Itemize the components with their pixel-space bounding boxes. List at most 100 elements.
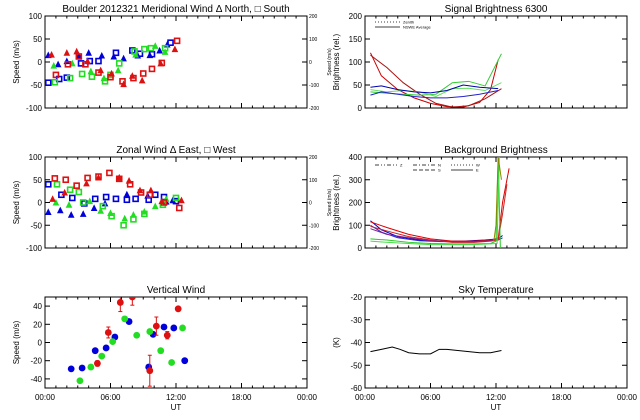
data-point-square [175, 204, 183, 212]
data-point [170, 324, 178, 332]
data-point [121, 315, 129, 323]
data-point-square [45, 79, 52, 86]
y-tick-label: 100 [349, 221, 363, 230]
data-point [116, 299, 124, 306]
y-axis-label: Brightness (rel.) [332, 33, 341, 90]
series-line-olive [493, 157, 502, 242]
data-point-square [173, 37, 181, 45]
series-line-blue-1 [370, 84, 499, 94]
data-point-square [160, 199, 168, 206]
data-point-triangle [54, 60, 62, 68]
chart-title: Vertical Wind [147, 285, 205, 296]
data-point-square [108, 212, 115, 220]
y-tick-label: -100 [26, 104, 43, 113]
y-right-tick-label: 0 [309, 60, 312, 66]
x-tick-label: 18:00 [551, 393, 572, 402]
legend-label: Zenith [403, 20, 414, 25]
y-tick-label: 150 [349, 35, 363, 44]
data-point [94, 360, 101, 367]
data-point-square [148, 50, 156, 58]
data-point-square [161, 44, 169, 52]
y-tick-label: -60 [350, 384, 362, 393]
data-point [133, 331, 141, 339]
data-point-triangle [114, 66, 122, 74]
data-point-square [79, 199, 87, 206]
data-point-triangle [75, 51, 83, 59]
chart-title: Signal Brightness 6300 [445, 4, 548, 15]
data-point-triangle [123, 190, 131, 198]
y-tick-label: 50 [353, 81, 362, 90]
y-tick-label: 0 [38, 339, 43, 348]
series-line-red-z [370, 168, 510, 242]
panel-background: Background Brightness 0 100 200 300 400 Bright… [332, 145, 628, 253]
series-line-green-1 [370, 53, 502, 96]
data-point-triangle [56, 206, 64, 214]
data-point-triangle [138, 76, 146, 84]
y-tick-label: 50 [33, 35, 42, 44]
data-point [76, 377, 84, 385]
series-line-green-2 [370, 157, 500, 246]
data-point-square [139, 70, 147, 77]
x-tick-label: 00:00 [35, 393, 56, 402]
data-point-square [53, 181, 61, 188]
series-west-green [53, 181, 180, 229]
series-blue [67, 318, 189, 373]
data-point-square [68, 194, 76, 202]
plot-area [45, 37, 181, 88]
data-point [157, 347, 165, 355]
data-point-square [66, 74, 74, 82]
data-point-square [101, 78, 109, 85]
legend: Z NS WE [375, 163, 480, 173]
data-point-triangle [121, 214, 129, 222]
y-tick-label: -50 [30, 81, 42, 90]
data-point-triangle [97, 207, 104, 214]
x-tick-label: 00:00 [617, 393, 638, 402]
plot-area [45, 169, 185, 229]
data-point [163, 331, 171, 339]
y-axis-label: Speed (m/s) [12, 320, 21, 364]
panel-signal: Signal Brightness 6300 0 50 100 150 200 Bright… [332, 4, 628, 113]
data-point-square [107, 73, 114, 81]
data-point-square [51, 78, 59, 86]
series-line-purple [370, 228, 499, 243]
chart-title: Background Brightness [444, 145, 547, 156]
y-tick-label: -40 [350, 339, 362, 348]
data-point-square [131, 48, 138, 55]
y-tick-label: 0 [358, 104, 363, 113]
x-axis-label: UT [491, 403, 502, 412]
plot-area [370, 52, 502, 108]
y-tick-label: 200 [349, 12, 363, 21]
data-point-square [119, 78, 126, 85]
x-tick-label: 06:00 [420, 393, 441, 402]
legend-label: E [476, 168, 479, 173]
series-line-red-n [370, 184, 508, 243]
y-right-tick-label: 100 [309, 37, 318, 43]
data-point [104, 329, 112, 336]
y-right-tick-label: 200 [309, 155, 318, 161]
plot-area [370, 157, 510, 248]
panel-zonal: Zonal Wind Δ East, □ West -100 -50 0 50 100 Sp… [12, 145, 333, 253]
data-point [78, 364, 86, 372]
y-tick-label: -50 [350, 361, 362, 370]
data-point [168, 359, 176, 366]
plot-area [370, 346, 502, 355]
chart-title: Sky Temperature [458, 285, 534, 296]
series-south-red [52, 37, 181, 85]
data-point-triangle [87, 67, 95, 75]
data-point-triangle [161, 48, 169, 55]
data-point-triangle [156, 46, 163, 54]
data-point-square [75, 188, 83, 196]
data-point-square [130, 74, 137, 82]
y-axis-label: (K) [332, 337, 341, 348]
data-point [152, 322, 160, 330]
data-point-square [88, 73, 96, 81]
y-axis-label: Speed (m/s) [12, 40, 21, 84]
y-tick-label: -50 [30, 221, 42, 230]
plot-area [67, 297, 189, 387]
series-west-red [51, 169, 183, 212]
data-point-triangle [86, 197, 94, 205]
y-axis-label: Speed (m/s) [12, 180, 21, 224]
data-point-square [66, 186, 74, 194]
data-point-triangle [171, 45, 179, 53]
